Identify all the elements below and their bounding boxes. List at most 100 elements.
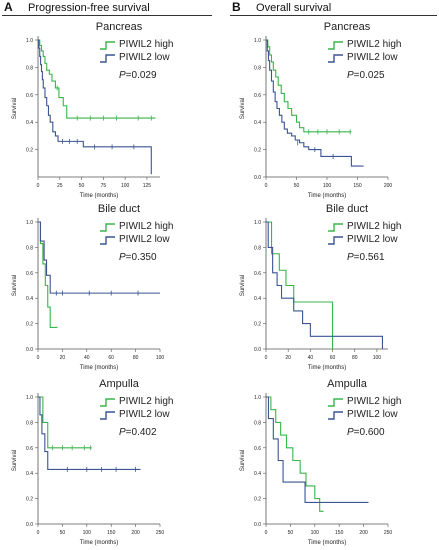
legend-label-high: PIWIL2 high [119,396,173,407]
x-tick-label: 250 [384,530,393,536]
legend-label-low: PIWIL2 low [119,409,170,420]
x-tick-label: 50 [79,183,85,189]
y-tick-label: 0.2 [254,322,261,328]
y-tick-label: 0.4 [254,120,261,126]
survival-curve-low [266,39,364,167]
column-divider-b [230,15,437,16]
x-tick-label: 0 [265,530,268,536]
x-tick-label: 60 [330,355,336,361]
p-value-number: =0.029 [126,70,157,81]
x-tick-label: 0 [37,530,40,536]
y-tick-label: 0.2 [26,322,33,328]
x-tick-label: 20 [60,355,66,361]
y-tick-label: 0.6 [26,93,33,99]
p-value-number: =0.561 [354,252,385,263]
legend-label-low: PIWIL2 low [347,52,398,63]
x-tick-label: 50 [60,530,66,536]
x-axis-label: Time (months) [80,193,118,199]
x-tick-label: 75 [101,183,107,189]
y-tick-label: 0.0 [254,347,261,353]
y-tick-label: 0.4 [26,296,33,302]
legend-swatch-high [100,398,115,407]
p-value: P=0.029 [119,70,157,81]
legend-swatch-low [100,54,115,63]
legend-swatch-low [328,411,343,420]
y-tick-label: 1.0 [26,395,33,401]
x-tick-label: 0 [37,183,40,189]
y-tick-label: 0.2 [254,148,261,154]
x-axis-label: Time (months) [308,365,346,371]
survival-curve-high [266,396,324,512]
y-tick-label: 0.8 [254,420,261,426]
x-tick-label: 125 [143,183,152,189]
p-value-number: =0.600 [354,427,385,438]
y-tick-label: 0.2 [26,497,33,503]
p-value: P=0.561 [347,252,385,263]
x-tick-label: 150 [107,530,116,536]
legend-label-high: PIWIL2 high [347,221,401,232]
x-axis-label: Time (months) [308,540,346,546]
survival-curve-high [38,396,92,449]
p-value-label: P [347,252,354,263]
legend-label-low: PIWIL2 low [347,409,398,420]
column-title-a: Progression-free survival [28,2,150,14]
y-axis-label: Survival [240,450,246,471]
x-tick-label: 0 [265,183,268,189]
y-tick-label: 0.0 [26,347,33,353]
chart-os-pancreas: Pancreas 0.0 0.2 0.4 0.6 0.8 1.0 0 50 100 150 200 Ti… [240,21,401,199]
x-tick-label: 200 [384,183,393,189]
y-tick-label: 1.0 [254,38,261,44]
x-tick-label: 100 [323,183,332,189]
y-tick-label: 1.0 [254,220,261,226]
panel-letter-b: B [232,0,241,14]
legend-swatch-low [328,54,343,63]
x-tick-label: 150 [353,183,362,189]
legend-swatch-low [100,236,115,245]
y-tick-label: 0.4 [254,296,261,302]
x-tick-label: 100 [121,183,130,189]
chart-os-bile-duct: Bile duct 0.0 0.2 0.4 0.6 0.8 1.0 0 20 40 60 80 100 T… [240,203,401,371]
x-tick-label: 150 [335,530,344,536]
y-tick-label: 0.2 [26,148,33,154]
y-tick-label: 0.0 [26,522,33,528]
legend-label-high: PIWIL2 high [119,39,173,50]
y-tick-label: 0.6 [254,93,261,99]
survival-curve-high [266,221,334,349]
column-title-b: Overall survival [256,2,332,14]
y-axis-label: Survival [12,98,18,119]
chart-title: Pancreas [324,21,371,33]
p-value-label: P [347,70,354,81]
survival-curve-low [38,396,141,470]
legend-swatch-high [328,41,343,50]
y-tick-label: 0.0 [254,175,261,181]
p-value: P=0.600 [347,427,385,438]
y-tick-label: 1.0 [254,395,261,401]
p-value-label: P [119,252,126,263]
x-tick-label: 40 [308,355,314,361]
p-value-number: =0.350 [126,252,157,263]
x-tick-label: 100 [83,530,92,536]
chart-pfs-bile-duct: Bile duct 0.0 0.2 0.4 0.6 0.8 1.0 0 20 40 60 80 100 T… [12,203,173,371]
survival-curve-high [266,39,352,133]
y-tick-label: 0.6 [26,446,33,452]
chart-title: Pancreas [96,21,143,33]
y-tick-label: 1.0 [26,38,33,44]
panel-letter-a: A [4,0,13,14]
chart-pfs-pancreas: Pancreas 0.2 0.4 0.6 0.8 1.0 0 25 50 75 100 125 Time… [12,21,173,199]
y-axis-label: Survival [12,450,18,471]
legend-label-high: PIWIL2 high [347,396,401,407]
survival-curve-low [38,39,152,175]
p-value-number: =0.402 [126,427,157,438]
legend-swatch-high [100,223,115,232]
legend-label-low: PIWIL2 low [347,234,398,245]
survival-curve-high [38,39,156,119]
chart-pfs-ampulla: Ampulla 0.0 0.2 0.4 0.6 0.8 1.0 0 50 100 150 200 250… [12,378,173,546]
p-value-number: =0.025 [354,70,385,81]
x-axis-label: Time (months) [80,365,118,371]
p-value: P=0.402 [119,427,157,438]
x-tick-label: 50 [294,183,300,189]
x-tick-label: 100 [311,530,320,536]
y-tick-label: 0.0 [254,522,261,528]
chart-title: Bile duct [326,203,368,215]
p-value: P=0.025 [347,70,385,81]
